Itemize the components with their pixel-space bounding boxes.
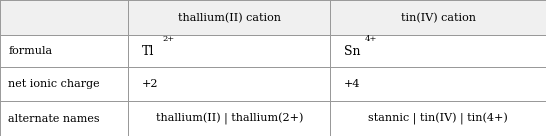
Bar [128,35,330,67]
Bar [0,0,128,35]
Text: net ionic charge: net ionic charge [8,79,100,89]
Text: tin(IV) cation: tin(IV) cation [401,13,476,23]
Text: +2: +2 [142,79,158,89]
Bar [128,0,330,35]
Text: thallium(II) | thallium(2+): thallium(II) | thallium(2+) [156,113,303,125]
Bar [330,67,546,101]
Text: Tl: Tl [142,45,155,58]
Text: 4+: 4+ [365,35,377,43]
Bar [330,0,546,35]
Bar [0,35,128,67]
Text: thallium(II) cation: thallium(II) cation [178,13,281,23]
Text: formula: formula [8,46,52,56]
Bar [0,67,128,101]
Bar [330,35,546,67]
Bar [128,67,330,101]
Bar [128,101,330,136]
Text: 2+: 2+ [163,35,175,43]
Text: stannic | tin(IV) | tin(4+): stannic | tin(IV) | tin(4+) [369,113,508,125]
Text: Sn: Sn [344,45,360,58]
Bar [330,101,546,136]
Bar [0,101,128,136]
Text: +4: +4 [344,79,360,89]
Text: alternate names: alternate names [8,114,100,124]
